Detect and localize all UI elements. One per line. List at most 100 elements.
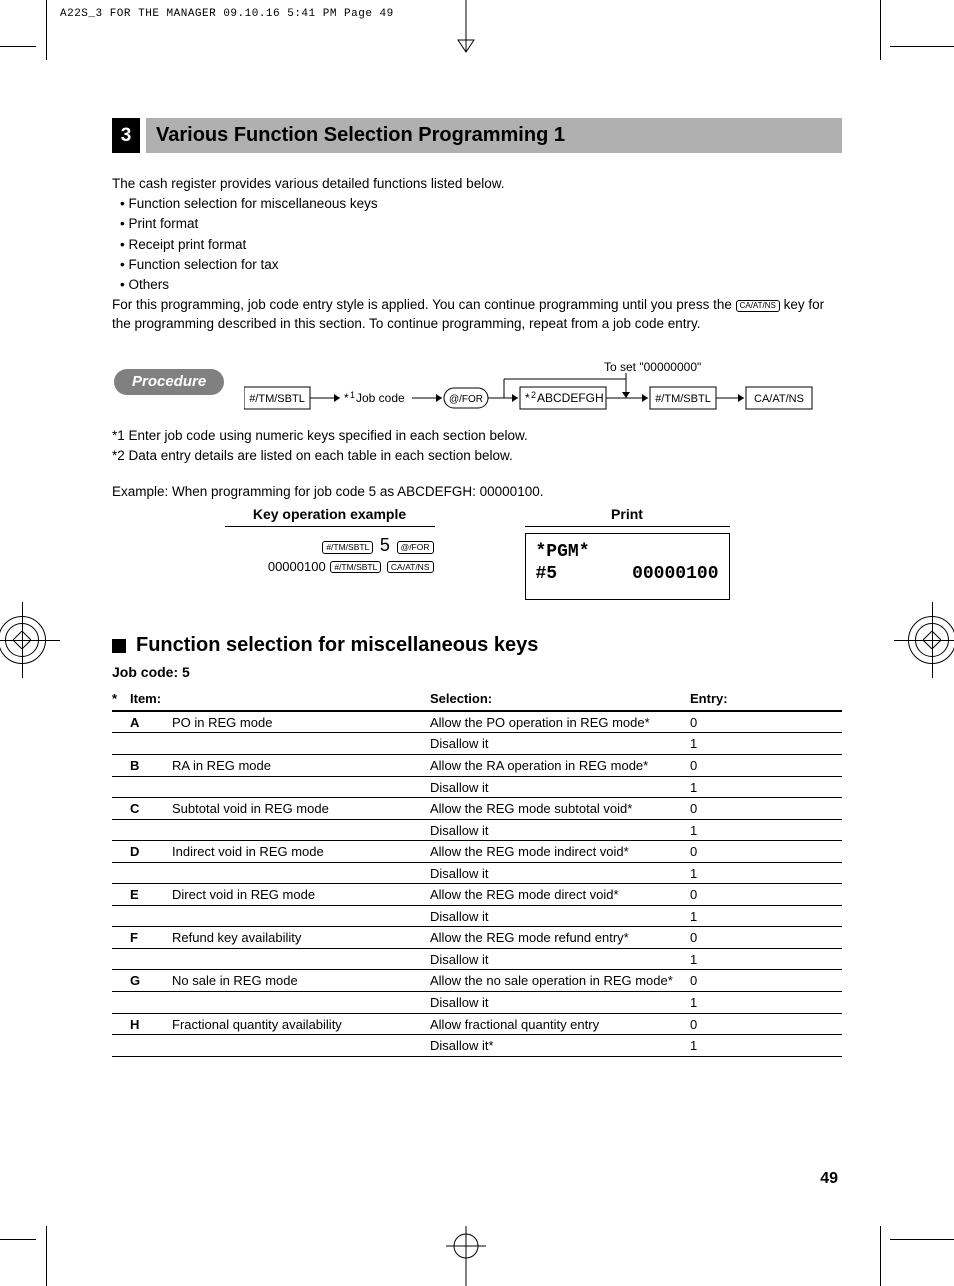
intro-lead: The cash register provides various detai… [112, 175, 842, 193]
svg-text:1: 1 [350, 390, 355, 400]
row-selection: Disallow it [430, 822, 690, 840]
section-number: 3 [112, 118, 140, 153]
row-entry: 1 [690, 1037, 780, 1055]
table-header-row: * Item: Selection: Entry: [112, 690, 842, 712]
row-item: RA in REG mode [172, 757, 430, 775]
row-item: Subtotal void in REG mode [172, 800, 430, 818]
row-entry: 1 [690, 994, 780, 1012]
key-at-for: @/FOR [397, 541, 434, 554]
intro-para2: For this programming, job code entry sty… [112, 296, 842, 332]
print-column: Print *PGM* #5 00000100 [525, 505, 730, 600]
section-title: Various Function Selection Programming 1 [146, 118, 842, 153]
svg-text:#/TM/SBTL: #/TM/SBTL [249, 393, 305, 405]
key-5: 5 [380, 535, 390, 555]
row-item: Direct void in REG mode [172, 886, 430, 904]
example-line: Example: When programming for job code 5… [112, 483, 842, 501]
row-selection: Disallow it* [430, 1037, 690, 1055]
row-letter: D [130, 843, 172, 861]
procedure-badge: Procedure [114, 369, 224, 395]
crop-mark [880, 0, 881, 60]
toset-label: To set "00000000" [604, 361, 701, 374]
register-circle-left [0, 616, 46, 664]
row-selection: Disallow it [430, 735, 690, 753]
svg-text:Job code: Job code [356, 391, 405, 405]
crop-mark [46, 1226, 47, 1286]
receipt-line2b: 00000100 [632, 564, 718, 586]
table-row: DIndirect void in REG modeAllow the REG … [112, 841, 842, 863]
table-row: Disallow it1 [112, 820, 842, 842]
bullet: • Function selection for tax [120, 256, 842, 274]
crop-mark [890, 46, 954, 47]
row-selection: Allow the no sale operation in REG mode* [430, 972, 690, 990]
row-selection: Disallow it [430, 779, 690, 797]
table-row: CSubtotal void in REG modeAllow the REG … [112, 798, 842, 820]
row-item: Fractional quantity availability [172, 1016, 430, 1034]
settings-table: * Item: Selection: Entry: APO in REG mod… [112, 690, 842, 1056]
register-circle-right [908, 616, 954, 664]
svg-text:*: * [344, 391, 349, 405]
register-mark-bottom [446, 1226, 486, 1286]
table-row: Disallow it1 [112, 949, 842, 971]
row-entry: 0 [690, 714, 780, 732]
row-entry: 0 [690, 757, 780, 775]
row-entry: 1 [690, 822, 780, 840]
row-entry: 1 [690, 865, 780, 883]
row-selection: Allow the REG mode direct void* [430, 886, 690, 904]
table-row: Disallow it1 [112, 777, 842, 799]
row-entry: 0 [690, 843, 780, 861]
row-selection: Allow the REG mode refund entry* [430, 929, 690, 947]
table-row: Disallow it1 [112, 733, 842, 755]
row-letter: C [130, 800, 172, 818]
svg-text:*: * [525, 391, 530, 405]
row-selection: Disallow it [430, 951, 690, 969]
register-arrow-top [446, 0, 486, 60]
procedure-notes: *1 Enter job code using numeric keys spe… [112, 427, 842, 465]
crop-mark [0, 1239, 36, 1240]
row-entry: 1 [690, 908, 780, 926]
row-entry: 0 [690, 886, 780, 904]
row-entry: 1 [690, 951, 780, 969]
bullet: • Receipt print format [120, 236, 842, 254]
table-row: Disallow it*1 [112, 1035, 842, 1057]
row-selection: Allow the PO operation in REG mode* [430, 714, 690, 732]
row-letter: E [130, 886, 172, 904]
page-number: 49 [820, 1170, 838, 1188]
key-ca-at-ns: CA/AT/NS [736, 300, 780, 312]
th-item: Item: [172, 690, 430, 708]
crop-mark [0, 46, 36, 47]
table-row: Disallow it1 [112, 906, 842, 928]
key-operation-column: Key operation example #/TM/SBTL 5 @/FOR … [225, 505, 435, 575]
row-selection: Allow the REG mode subtotal void* [430, 800, 690, 818]
key-tm-sbtl: #/TM/SBTL [330, 561, 381, 574]
table-row: GNo sale in REG modeAllow the no sale op… [112, 970, 842, 992]
row-entry: 0 [690, 1016, 780, 1034]
table-row: BRA in REG modeAllow the RA operation in… [112, 755, 842, 777]
row-letter: F [130, 929, 172, 947]
row-entry: 1 [690, 779, 780, 797]
svg-text:CA/AT/NS: CA/AT/NS [754, 393, 804, 405]
bullet: • Others [120, 276, 842, 294]
key-ca-at-ns: CA/AT/NS [387, 561, 434, 574]
kop-lines: #/TM/SBTL 5 @/FOR 00000100 #/TM/SBTL CA/… [225, 533, 435, 575]
row-selection: Allow the RA operation in REG mode* [430, 757, 690, 775]
table-body: APO in REG modeAllow the PO operation in… [112, 712, 842, 1057]
subsection-heading: Function selection for miscellaneous key… [112, 632, 842, 659]
print-header: Print [525, 505, 730, 527]
kop-header: Key operation example [225, 505, 435, 527]
row-selection: Disallow it [430, 994, 690, 1012]
square-marker-icon [112, 639, 126, 653]
kop-number: 00000100 [268, 559, 326, 574]
th-entry: Entry: [690, 690, 780, 708]
bullet: • Function selection for miscellaneous k… [120, 195, 842, 213]
th-selection: Selection: [430, 690, 690, 708]
note-2: *2 Data entry details are listed on each… [112, 447, 842, 465]
section-title-bar: 3 Various Function Selection Programming… [112, 118, 842, 153]
example-columns: Key operation example #/TM/SBTL 5 @/FOR … [112, 505, 842, 600]
row-item: PO in REG mode [172, 714, 430, 732]
row-entry: 0 [690, 972, 780, 990]
jobcode-label: Job code: 5 [112, 663, 842, 682]
row-letter: G [130, 972, 172, 990]
intro-bullets: • Function selection for miscellaneous k… [120, 195, 842, 294]
procedure-block: Procedure To set "00000000" #/TM/SBTL *1… [114, 361, 842, 421]
svg-text:#/TM/SBTL: #/TM/SBTL [655, 393, 711, 405]
